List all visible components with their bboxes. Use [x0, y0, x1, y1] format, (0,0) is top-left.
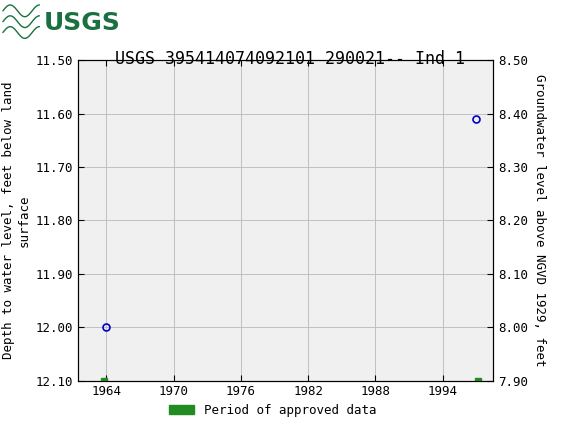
Text: USGS 395414074092101 290021-- Ind 1: USGS 395414074092101 290021-- Ind 1	[115, 50, 465, 68]
Text: USGS: USGS	[44, 11, 121, 34]
Y-axis label: Depth to water level, feet below land
surface: Depth to water level, feet below land su…	[2, 82, 30, 359]
Bar	[1, 2, 85, 43]
Y-axis label: Groundwater level above NGVD 1929, feet: Groundwater level above NGVD 1929, feet	[534, 74, 546, 367]
Legend: Period of approved data: Period of approved data	[164, 399, 382, 421]
